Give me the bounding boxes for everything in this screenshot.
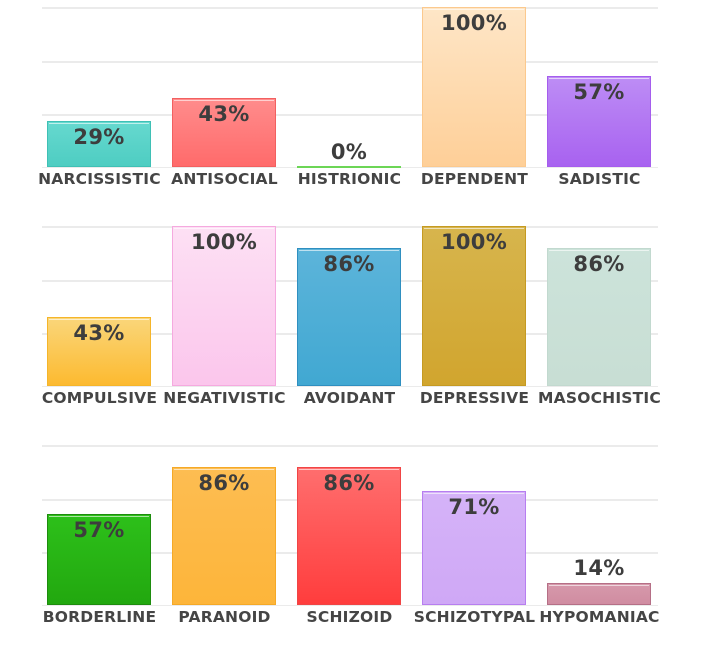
- value-label: 43%: [73, 321, 125, 345]
- bar-paranoid: [172, 467, 276, 605]
- bar-avoidant: [297, 248, 401, 386]
- bar-histrionic: [297, 166, 401, 168]
- bar-schizotypal: [422, 491, 526, 605]
- category-label: HISTRIONIC: [297, 170, 402, 188]
- bar-masochistic: [547, 248, 651, 386]
- bar-sadistic: [547, 76, 651, 167]
- bar-antisocial: [172, 98, 276, 167]
- category-label: DEPENDENT: [420, 170, 529, 188]
- value-label: 100%: [440, 230, 508, 254]
- bar-chart-2: 43% COMPULSIVE 100% NEGATIVISTIC 86% AVOIDANT…: [0, 219, 705, 438]
- category-label: AVOIDANT: [303, 389, 396, 407]
- category-label: NARCISSISTIC: [38, 170, 161, 188]
- value-label: 57%: [573, 80, 625, 104]
- category-label: COMPULSIVE: [41, 389, 158, 407]
- bar-chart-1: 29% NARCISSISTIC 43% ANTISOCIAL 0% HISTRIONIC…: [0, 0, 705, 219]
- value-label: 100%: [190, 230, 258, 254]
- value-label: 86%: [323, 252, 375, 276]
- value-label: 43%: [198, 102, 250, 126]
- bar-chart-3: 57% BORDERLINE 86% PARANOID 86% SCHIZOID 71% SC…: [0, 438, 705, 657]
- bar-borderline: [47, 514, 151, 605]
- x-axis-baseline: [42, 386, 658, 387]
- gridline: [42, 7, 658, 9]
- category-label: HYPOMANIAC: [539, 608, 660, 626]
- value-label: 0%: [330, 140, 368, 164]
- gridline: [42, 445, 658, 447]
- value-label: 100%: [440, 11, 508, 35]
- bar-depressive: [422, 226, 526, 386]
- value-label: 86%: [198, 471, 250, 495]
- value-label: 14%: [573, 556, 625, 580]
- category-label: SCHIZOTYPAL: [413, 608, 536, 626]
- bar-hypomaniac: [547, 583, 651, 605]
- bar-negativistic: [172, 226, 276, 386]
- category-label: SCHIZOID: [306, 608, 393, 626]
- category-label: DEPRESSIVE: [419, 389, 530, 407]
- bar-narcissistic: [47, 121, 151, 167]
- value-label: 57%: [73, 518, 125, 542]
- category-label: BORDERLINE: [42, 608, 157, 626]
- category-label: SADISTIC: [558, 170, 641, 188]
- bar-dependent: [422, 7, 526, 167]
- gridline: [42, 114, 658, 116]
- value-label: 71%: [448, 495, 500, 519]
- bar-compulsive: [47, 317, 151, 386]
- value-label: 29%: [73, 125, 125, 149]
- gridline: [42, 226, 658, 228]
- category-label: ANTISOCIAL: [171, 170, 278, 188]
- bar-schizoid: [297, 467, 401, 605]
- value-label: 86%: [323, 471, 375, 495]
- category-label: PARANOID: [178, 608, 271, 626]
- category-label: MASOCHISTIC: [538, 389, 661, 407]
- x-axis-baseline: [42, 605, 658, 606]
- category-label: NEGATIVISTIC: [163, 389, 286, 407]
- gridline: [42, 61, 658, 63]
- value-label: 86%: [573, 252, 625, 276]
